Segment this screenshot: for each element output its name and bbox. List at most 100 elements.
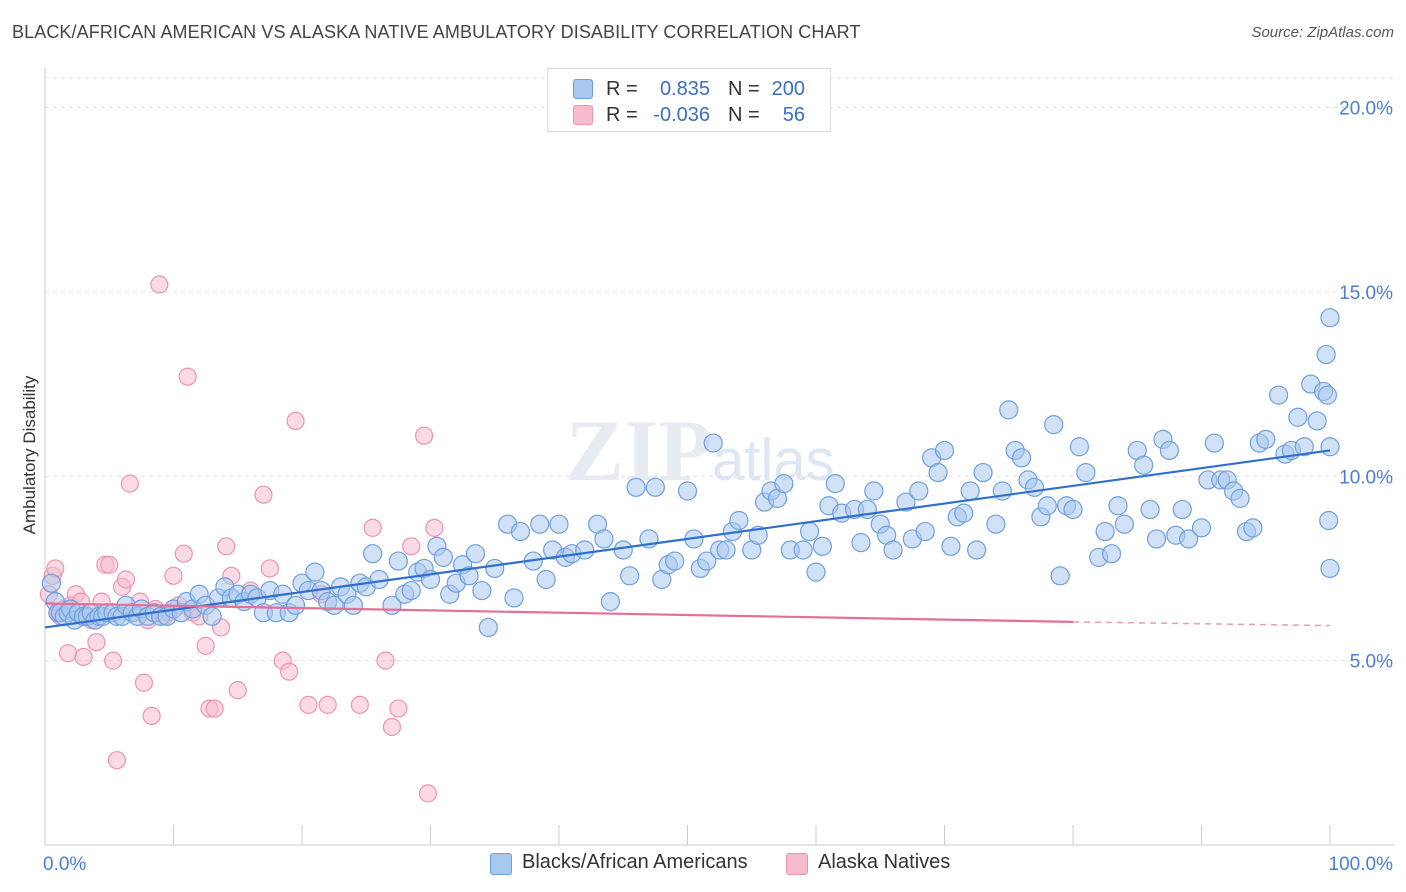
alaska-native-point [382,717,402,737]
black-african-american-point [1230,488,1250,508]
alaska-native-point [228,681,247,700]
black-african-american-point [1024,477,1045,497]
black-african-american-point [549,514,569,534]
legend-n-label: N = [728,104,760,126]
black-african-american-point [626,477,646,497]
black-african-american-point [510,521,531,542]
alaska-native-point [414,426,434,445]
black-african-american-point [825,474,845,494]
black-african-american-point [697,551,717,571]
black-african-american-point [1317,385,1338,405]
black-african-american-point [1172,499,1192,520]
black-african-american-point [703,433,723,453]
black-african-american-point [1069,437,1090,457]
black-african-american-point [530,514,550,534]
black-african-american-point [600,592,621,612]
black-african-american-point [1140,499,1160,520]
alaska-native-point [74,647,93,667]
black-african-american-point [575,540,595,560]
y-tick-label: 10.0% [1339,467,1393,488]
legend-r-value: -0.036 [653,104,710,126]
legend-r-label: R = [606,78,638,100]
alaska-native-point [260,559,279,578]
black-african-american-point [305,562,325,582]
black-african-american-point [536,569,556,590]
black-african-american-point [851,533,871,553]
black-african-american-point [1011,448,1032,468]
alaska-native-point [363,518,382,537]
alaska-native-point [425,518,444,537]
black-african-american-point [806,562,826,582]
black-african-american-point [799,521,820,542]
black-african-american-point [1114,514,1135,534]
black-african-american-point [1076,462,1096,483]
black-african-american-point [613,540,633,560]
y-tick-label: 5.0% [1350,652,1393,673]
black-african-american-point [1307,411,1327,431]
black-african-american-point [485,558,505,579]
black-african-american-point [999,400,1019,420]
grid-lines [45,77,1395,662]
black-african-american-point [1134,455,1154,475]
black-african-american-point [812,536,833,556]
alaska-native-point [116,570,136,589]
black-african-american-point [934,440,955,461]
bottom-legend-swatch-pink [786,853,808,875]
black-african-american-point [1288,407,1308,427]
black-african-american-point [1159,440,1179,461]
black-african-american-point [645,477,665,497]
axes [44,68,1395,846]
black-african-american-point [41,573,62,593]
black-african-american-point [883,540,903,560]
black-african-american-point [594,529,614,549]
alaska-native-point [402,537,421,556]
black-african-american-point [1179,529,1199,549]
black-african-american-point [388,551,408,571]
black-african-american-point [1243,518,1263,538]
black-african-american-point [1294,437,1314,457]
blacks-points [41,308,1340,638]
black-african-american-point [1256,429,1276,449]
alaska-native-point [280,662,299,681]
black-african-american-point [433,547,453,567]
alaska-native-point [107,751,127,770]
black-african-american-point [1101,544,1122,564]
black-african-american-point [677,481,698,501]
black-african-american-point [954,503,974,523]
alaska-native-point [100,555,119,574]
legend-n-value: 200 [771,78,805,100]
y-tick-label: 15.0% [1339,283,1393,304]
alaska-native-point [120,474,139,493]
watermark: ZIPatlas [565,403,834,500]
legend-r-label: R = [606,104,638,126]
black-african-american-point [459,566,479,586]
black-african-american-point [1204,433,1224,453]
bottom-legend-label: Alaska Natives [818,851,951,873]
alaska-native-point [350,695,369,714]
black-african-american-point [1037,496,1057,516]
legend-swatch-pink [573,105,593,125]
alaska-native-point [59,644,78,663]
legend-r-value: 0.835 [659,78,710,100]
alaska-native-point [389,699,408,718]
alaska-native-point [164,566,183,585]
black-african-american-point [478,617,498,638]
trend-lines [44,449,1331,629]
black-african-american-point [1050,566,1070,586]
black-african-american-point [620,566,640,586]
black-african-american-point [1320,558,1340,579]
alaska-native-point [299,695,318,714]
black-african-american-point [928,462,948,483]
black-african-american-point [729,510,749,531]
black-african-american-point [1320,437,1340,457]
black-african-american-point [1063,499,1083,520]
bottom-legend-label: Blacks/African Americans [522,851,748,873]
chart-title: BLACK/AFRICAN AMERICAN VS ALASKA NATIVE … [12,22,861,42]
x-tick-label: 100.0% [1329,854,1394,875]
legend-n-value: 56 [782,104,805,126]
chart-source: Source: ZipAtlas.com [1251,24,1394,41]
black-african-american-point [472,580,492,601]
x-tick-label: 0.0% [43,854,86,875]
bottom-legend-swatch-blue [490,853,512,875]
black-african-american-point [1268,385,1289,405]
